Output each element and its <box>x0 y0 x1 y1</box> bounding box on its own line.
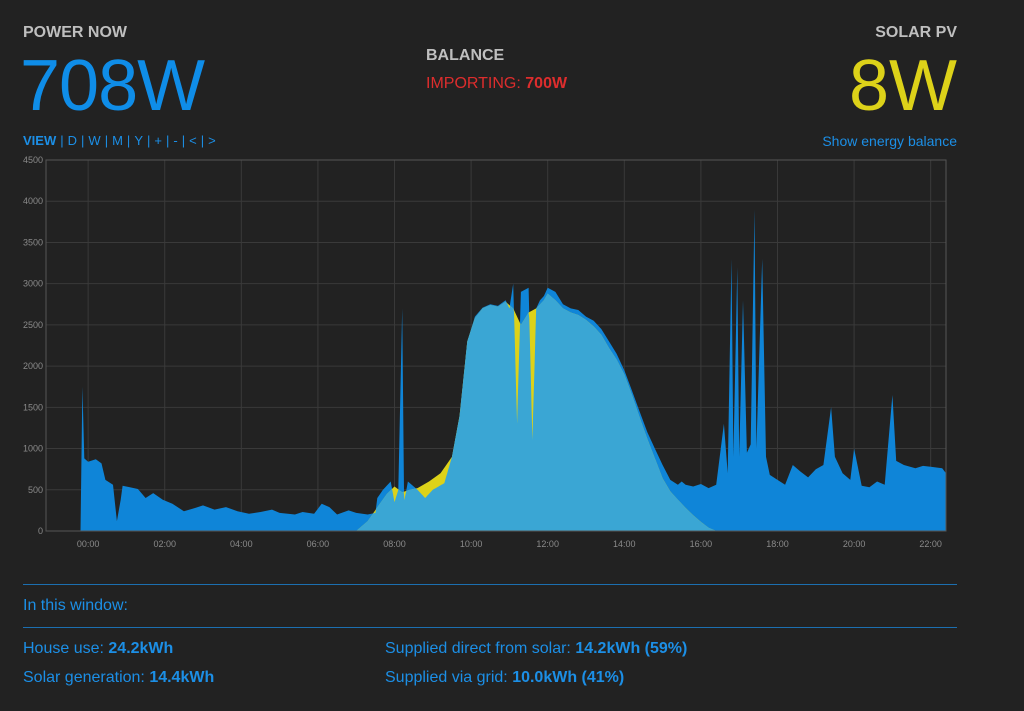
zoom-out-button[interactable]: - <box>173 133 178 148</box>
plot-border <box>45 159 947 532</box>
solar-pv-value: 8W <box>849 46 957 126</box>
direct-solar-stat: Supplied direct from solar: 14.2kWh (59%… <box>385 640 687 658</box>
window-label: In this window: <box>23 597 128 614</box>
chart-series <box>80 209 947 531</box>
y-tick-label: 4500 <box>23 155 43 165</box>
divider-bottom <box>23 627 957 628</box>
solar-gen-stat: Solar generation: 14.4kWh <box>23 669 214 687</box>
y-tick-label: 1500 <box>23 402 43 412</box>
balance-status-prefix: IMPORTING: <box>426 75 526 92</box>
power-now-value: 708W <box>20 46 205 126</box>
separator: | <box>200 133 205 148</box>
y-tick-label: 500 <box>28 485 43 495</box>
x-tick-label: 06:00 <box>307 539 330 549</box>
separator: | <box>181 133 186 148</box>
house-use-label: House use: <box>23 640 109 657</box>
separator: | <box>81 133 85 148</box>
view-bar: VIEW | D | W | M | Y | + | - | < | > <box>23 133 216 148</box>
y-tick-label: 0 <box>38 526 43 536</box>
x-tick-label: 02:00 <box>153 539 176 549</box>
solar-gen-label: Solar generation: <box>23 669 150 686</box>
y-tick-label: 2000 <box>23 361 43 371</box>
via-grid-stat: Supplied via grid: 10.0kWh (41%) <box>385 669 624 687</box>
solar-gen-value: 14.4kWh <box>149 669 215 686</box>
show-energy-balance-link[interactable]: Show energy balance <box>822 133 957 149</box>
y-tick-label: 3000 <box>23 279 43 289</box>
x-tick-label: 16:00 <box>690 539 713 549</box>
y-tick-label: 4000 <box>23 196 43 206</box>
balance-status: IMPORTING: 700W <box>426 75 567 93</box>
y-tick-label: 1000 <box>23 444 43 454</box>
view-label[interactable]: VIEW <box>23 133 57 148</box>
x-tick-label: 04:00 <box>230 539 253 549</box>
separator: | <box>104 133 109 148</box>
power-now-label: POWER NOW <box>23 24 127 41</box>
pan-right-button[interactable]: > <box>208 133 216 148</box>
x-tick-label: 22:00 <box>919 539 942 549</box>
view-week-button[interactable]: W <box>88 133 101 148</box>
direct-solar-value: 14.2kWh (59%) <box>575 640 688 657</box>
power-chart[interactable]: 0 500 1000 1500 2000 2500 3000 3500 4000 4500 00:… <box>0 150 1024 560</box>
solar-pv-label: SOLAR PV <box>875 24 957 41</box>
x-tick-label: 18:00 <box>766 539 789 549</box>
view-month-button[interactable]: M <box>112 133 123 148</box>
separator: | <box>146 133 151 148</box>
view-year-button[interactable]: Y <box>134 133 143 148</box>
via-grid-value: 10.0kWh (41%) <box>512 669 625 686</box>
x-tick-label: 08:00 <box>383 539 406 549</box>
x-tick-label: 14:00 <box>613 539 636 549</box>
direct-solar-label: Supplied direct from solar: <box>385 640 576 657</box>
y-tick-label: 3500 <box>23 237 43 247</box>
y-tick-label: 2500 <box>23 320 43 330</box>
separator: | <box>60 133 64 148</box>
house-use-value: 24.2kWh <box>108 640 174 657</box>
pan-left-button[interactable]: < <box>189 133 197 148</box>
balance-status-value: 700W <box>525 75 568 92</box>
x-tick-label: 20:00 <box>843 539 866 549</box>
house-use-stat: House use: 24.2kWh <box>23 640 173 658</box>
separator: | <box>126 133 131 148</box>
series-direct-area <box>356 293 717 531</box>
via-grid-label: Supplied via grid: <box>385 669 513 686</box>
x-axis-ticks: 00:00 02:00 04:00 06:00 08:00 10:00 12:00 14:00… <box>77 539 942 549</box>
balance-label: BALANCE <box>426 47 505 64</box>
x-tick-label: 10:00 <box>460 539 483 549</box>
view-day-button[interactable]: D <box>67 133 78 148</box>
divider-top <box>23 584 957 585</box>
zoom-in-button[interactable]: + <box>154 133 162 148</box>
separator: | <box>165 133 170 148</box>
y-axis-ticks: 0 500 1000 1500 2000 2500 3000 3500 4000 4500 <box>23 155 43 536</box>
x-tick-label: 00:00 <box>77 539 100 549</box>
x-tick-label: 12:00 <box>536 539 559 549</box>
